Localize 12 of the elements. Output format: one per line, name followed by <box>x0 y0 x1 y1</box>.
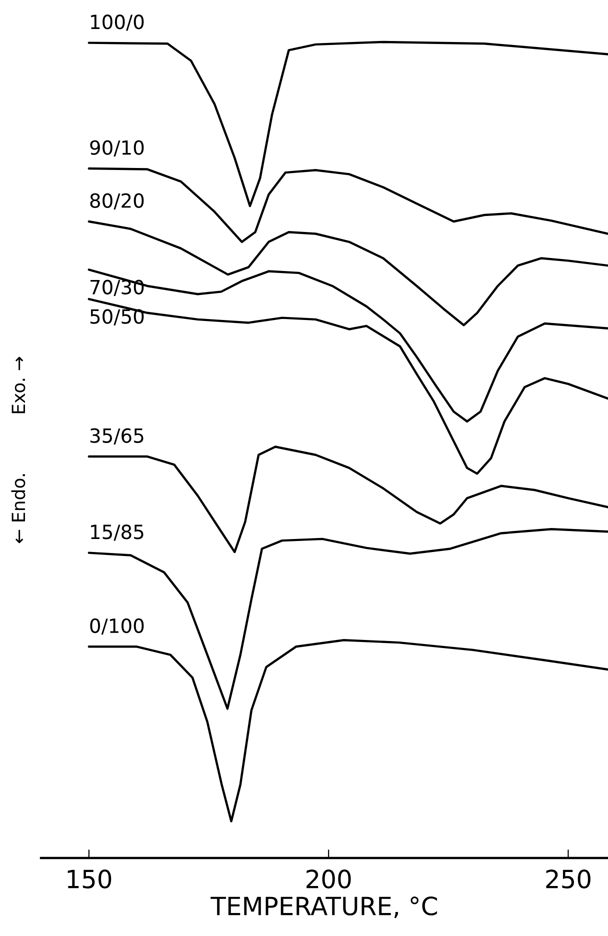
x-tick-label: 150 <box>68 870 112 888</box>
series-label: 0/100 <box>90 618 144 635</box>
x-tick-label: 200 <box>306 870 351 888</box>
series-label: 100/0 <box>91 14 144 31</box>
series-label: 15/85 <box>91 524 144 541</box>
series-label: 80/20 <box>90 193 144 210</box>
y-axis-title: ← Endo. Exo. → <box>11 356 26 544</box>
series-label: 50/50 <box>90 309 144 326</box>
series-label: 90/10 <box>90 140 144 156</box>
x-tick-label: 250 <box>546 870 590 888</box>
x-axis-title: TEMPERATURE, °C <box>210 896 437 918</box>
series-label: 35/65 <box>90 428 144 444</box>
